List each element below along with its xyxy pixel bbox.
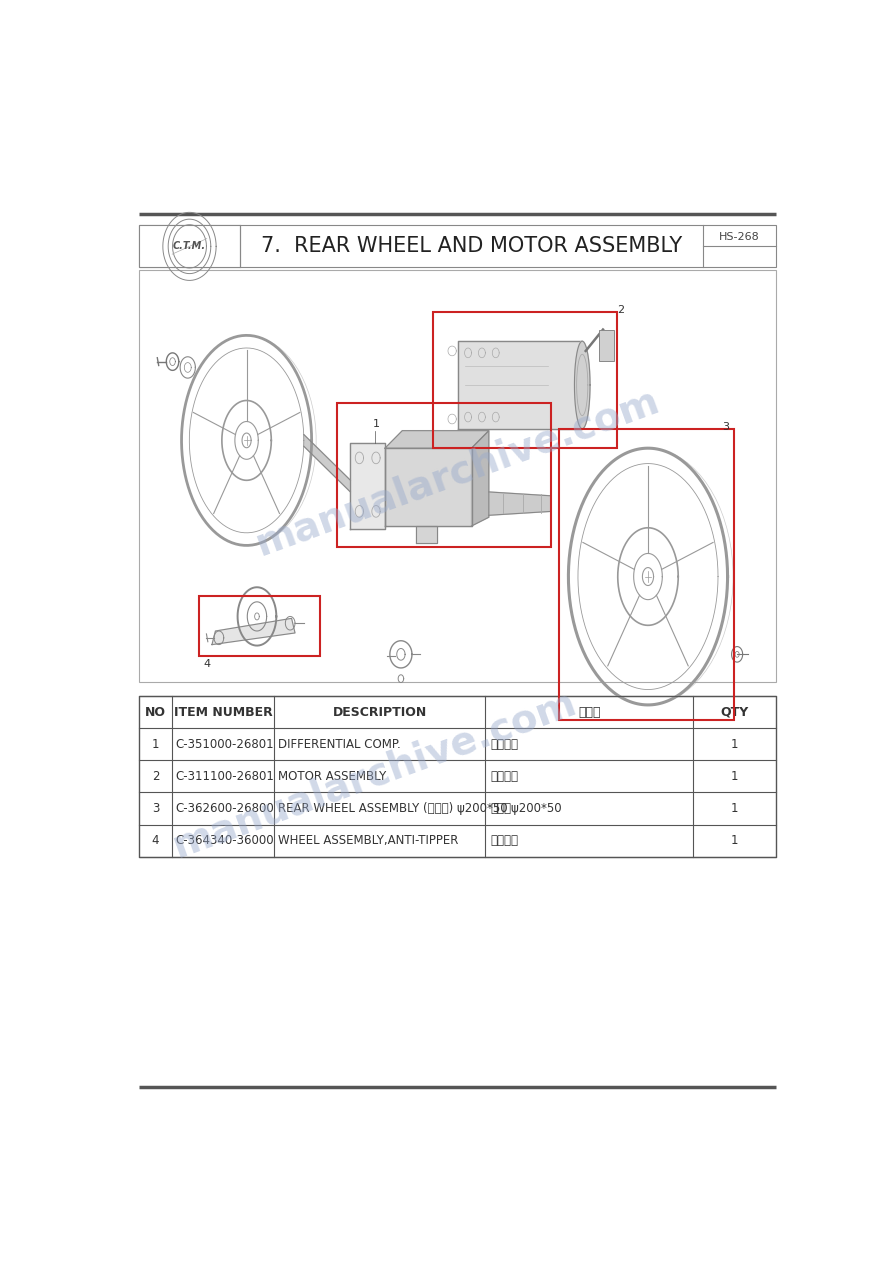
Text: ITEM NUMBER: ITEM NUMBER xyxy=(173,706,272,719)
Text: C.T.M.: C.T.M. xyxy=(173,241,206,251)
Bar xyxy=(599,330,614,361)
Text: 7.  REAR WHEEL AND MOTOR ASSEMBLY: 7. REAR WHEEL AND MOTOR ASSEMBLY xyxy=(261,236,682,256)
Text: 1: 1 xyxy=(730,834,739,847)
Bar xyxy=(559,428,735,720)
Text: C-351000-26801: C-351000-26801 xyxy=(175,738,274,750)
Bar xyxy=(199,596,320,657)
Text: manualarchive.com: manualarchive.com xyxy=(167,683,582,865)
Text: 4: 4 xyxy=(152,834,159,847)
Text: C-364340-36000: C-364340-36000 xyxy=(175,834,274,847)
Text: 差速器組: 差速器組 xyxy=(491,738,519,750)
Bar xyxy=(433,312,617,448)
Text: 1: 1 xyxy=(730,738,739,750)
Text: 2: 2 xyxy=(152,770,159,783)
Text: 2: 2 xyxy=(617,304,624,314)
Bar xyxy=(139,226,239,268)
Text: 4: 4 xyxy=(203,659,210,669)
Polygon shape xyxy=(574,341,590,428)
Bar xyxy=(139,270,776,682)
Bar xyxy=(139,696,776,856)
Polygon shape xyxy=(212,619,295,644)
Text: MOTOR ASSEMBLY: MOTOR ASSEMBLY xyxy=(278,770,386,783)
Text: NO: NO xyxy=(145,706,166,719)
Text: REAR WHEEL ASSEMBLY (塑膠鱔) ψ200*50: REAR WHEEL ASSEMBLY (塑膠鱔) ψ200*50 xyxy=(278,802,507,815)
Text: DIFFERENTIAL COMP.: DIFFERENTIAL COMP. xyxy=(278,738,400,750)
Polygon shape xyxy=(385,431,488,448)
Text: DESCRIPTION: DESCRIPTION xyxy=(333,706,427,719)
Text: 1: 1 xyxy=(730,770,739,783)
Polygon shape xyxy=(472,431,488,525)
Text: 3: 3 xyxy=(152,802,159,815)
Polygon shape xyxy=(350,443,385,529)
Text: 馬達總成: 馬達總成 xyxy=(491,770,519,783)
Text: manualarchive.com: manualarchive.com xyxy=(250,381,665,563)
Polygon shape xyxy=(304,434,350,491)
Text: QTY: QTY xyxy=(721,706,748,719)
Text: 防傾輪組: 防傾輪組 xyxy=(491,834,519,847)
Text: 1: 1 xyxy=(373,419,380,428)
Polygon shape xyxy=(416,525,437,543)
Text: HS-268: HS-268 xyxy=(719,232,760,242)
Text: 品　名: 品 名 xyxy=(578,706,600,719)
Text: WHEEL ASSEMBLY,ANTI-TIPPER: WHEEL ASSEMBLY,ANTI-TIPPER xyxy=(278,834,458,847)
Text: 3: 3 xyxy=(722,422,730,432)
Polygon shape xyxy=(385,448,472,525)
Text: 1: 1 xyxy=(730,802,739,815)
Text: 後輪組ψ200*50: 後輪組ψ200*50 xyxy=(491,802,563,815)
Bar xyxy=(139,226,776,268)
Text: 1: 1 xyxy=(152,738,159,750)
Text: C-311100-26801: C-311100-26801 xyxy=(175,770,274,783)
Text: C-362600-26800: C-362600-26800 xyxy=(175,802,274,815)
Polygon shape xyxy=(488,491,551,515)
Bar xyxy=(337,403,551,547)
Polygon shape xyxy=(458,341,582,428)
